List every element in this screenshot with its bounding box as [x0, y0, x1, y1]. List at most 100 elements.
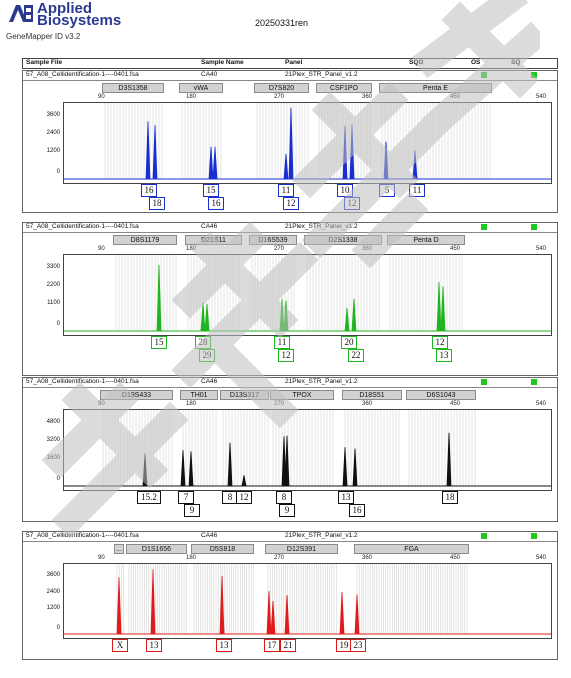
allele-call-label[interactable]: 9: [184, 504, 200, 517]
allele-peak[interactable]: [142, 453, 148, 487]
allele-call-label[interactable]: 13: [436, 349, 452, 362]
size-scale-label: 270: [274, 401, 285, 407]
allele-call-label[interactable]: 13: [338, 491, 354, 504]
sample-file-name: 57_A08_Cellidentification-1----0401.fsa: [26, 378, 139, 385]
allele-peak[interactable]: [342, 125, 348, 180]
size-scale-label: 90: [98, 555, 105, 561]
allele-call-label[interactable]: 12: [278, 349, 294, 362]
locus-marker[interactable]: D8S1179: [113, 235, 177, 245]
allele-call-label[interactable]: 5: [379, 184, 395, 197]
allele-call-label[interactable]: 21: [280, 639, 296, 652]
locus-marker[interactable]: vWA: [179, 83, 223, 93]
allele-peak[interactable]: [284, 435, 290, 487]
panel-name: 21Plex_STR_Panel_v1.2: [285, 223, 358, 230]
locus-marker[interactable]: D5S818: [191, 544, 254, 554]
allele-call-label[interactable]: 18: [149, 197, 165, 210]
allele-peak[interactable]: [339, 591, 345, 635]
allele-call-label[interactable]: 12: [236, 491, 252, 504]
locus-marker[interactable]: D12S391: [265, 544, 338, 554]
locus-marker[interactable]: D3S1358: [102, 83, 164, 93]
locus-marker[interactable]: TH01: [180, 390, 218, 400]
locus-marker[interactable]: D16S539: [249, 235, 297, 245]
allele-peak[interactable]: [352, 448, 358, 487]
allele-peak[interactable]: [354, 594, 360, 635]
allele-peak[interactable]: [219, 575, 225, 635]
locus-marker[interactable]: TPOX: [270, 390, 334, 400]
allele-peak[interactable]: [279, 298, 285, 332]
allele-call-label[interactable]: 12: [344, 197, 360, 210]
allele-peak[interactable]: [188, 451, 194, 487]
allele-peak[interactable]: [344, 307, 350, 332]
allele-peak[interactable]: [145, 121, 151, 180]
allele-call-label[interactable]: 11: [409, 184, 425, 197]
allele-peak[interactable]: [383, 141, 389, 180]
locus-marker[interactable]: D1S1656: [126, 544, 187, 554]
allele-call-label[interactable]: 29: [199, 349, 215, 362]
allele-peak[interactable]: [200, 302, 206, 332]
allele-call-label[interactable]: 8: [276, 491, 292, 504]
allele-peak[interactable]: [412, 150, 418, 180]
allele-peak[interactable]: [116, 577, 122, 635]
locus-marker[interactable]: ...: [114, 544, 124, 554]
allele-peak[interactable]: [270, 600, 276, 635]
allele-call-label[interactable]: 16: [349, 504, 365, 517]
allele-peak[interactable]: [288, 107, 294, 180]
allele-peak[interactable]: [150, 569, 156, 635]
allele-call-label[interactable]: 17: [264, 639, 280, 652]
locus-marker[interactable]: D2S1338: [304, 235, 382, 245]
allele-call-label[interactable]: 18: [442, 491, 458, 504]
allele-peak[interactable]: [180, 449, 186, 487]
allele-peak[interactable]: [152, 124, 158, 180]
allele-call-label[interactable]: 11: [274, 336, 290, 349]
allele-peak[interactable]: [446, 432, 452, 487]
allele-call-label[interactable]: 15: [203, 184, 219, 197]
size-scale-label: 360: [362, 94, 373, 100]
allele-call-label[interactable]: 9: [279, 504, 295, 517]
allele-peak[interactable]: [227, 442, 233, 487]
allele-peak[interactable]: [436, 282, 442, 332]
panel-name: 21Plex_STR_Panel_v1.2: [285, 71, 358, 78]
allele-peak[interactable]: [241, 475, 247, 487]
y-axis-tick-label: 1100: [47, 299, 60, 306]
locus-marker[interactable]: D13S317: [220, 390, 269, 400]
locus-marker[interactable]: Penta D: [387, 235, 465, 245]
allele-call-label[interactable]: 15.2: [137, 491, 161, 504]
allele-peak[interactable]: [208, 146, 214, 180]
allele-peak[interactable]: [156, 264, 162, 332]
allele-call-label[interactable]: 13: [216, 639, 232, 652]
locus-marker[interactable]: D7S820: [254, 83, 309, 93]
allele-peak[interactable]: [349, 124, 355, 180]
allele-call-label[interactable]: 11: [278, 184, 294, 197]
allele-call-label[interactable]: 23: [350, 639, 366, 652]
allele-call-label[interactable]: 10: [337, 184, 353, 197]
allele-peak[interactable]: [204, 303, 210, 332]
locus-marker[interactable]: D21S11: [185, 235, 242, 245]
locus-marker[interactable]: D6S1043: [406, 390, 476, 400]
allele-peak[interactable]: [342, 447, 348, 487]
column-os: OS: [471, 59, 481, 66]
allele-call-label[interactable]: 15: [151, 336, 167, 349]
locus-marker[interactable]: CSF1PO: [316, 83, 372, 93]
allele-peak[interactable]: [283, 300, 289, 332]
allele-call-label[interactable]: 22: [348, 349, 364, 362]
allele-peak[interactable]: [266, 591, 272, 635]
allele-peak[interactable]: [284, 595, 290, 635]
allele-peak[interactable]: [351, 298, 357, 332]
allele-peak[interactable]: [283, 153, 289, 180]
allele-call-label[interactable]: 16: [141, 184, 157, 197]
allele-call-label[interactable]: 16: [208, 197, 224, 210]
allele-call-label[interactable]: 12: [432, 336, 448, 349]
allele-call-label[interactable]: 7: [178, 491, 194, 504]
allele-call-label[interactable]: X: [112, 639, 128, 652]
allele-peak[interactable]: [440, 286, 446, 332]
locus-marker[interactable]: D18S51: [342, 390, 402, 400]
allele-peak[interactable]: [212, 146, 218, 180]
allele-call-label[interactable]: 13: [146, 639, 162, 652]
y-axis-tick-label: 0: [56, 624, 60, 631]
allele-call-label[interactable]: 20: [341, 336, 357, 349]
locus-marker[interactable]: D19S433: [100, 390, 173, 400]
locus-marker[interactable]: FGA: [354, 544, 469, 554]
locus-marker[interactable]: Penta E: [379, 83, 492, 93]
allele-call-label[interactable]: 28: [195, 336, 211, 349]
allele-call-label[interactable]: 12: [283, 197, 299, 210]
